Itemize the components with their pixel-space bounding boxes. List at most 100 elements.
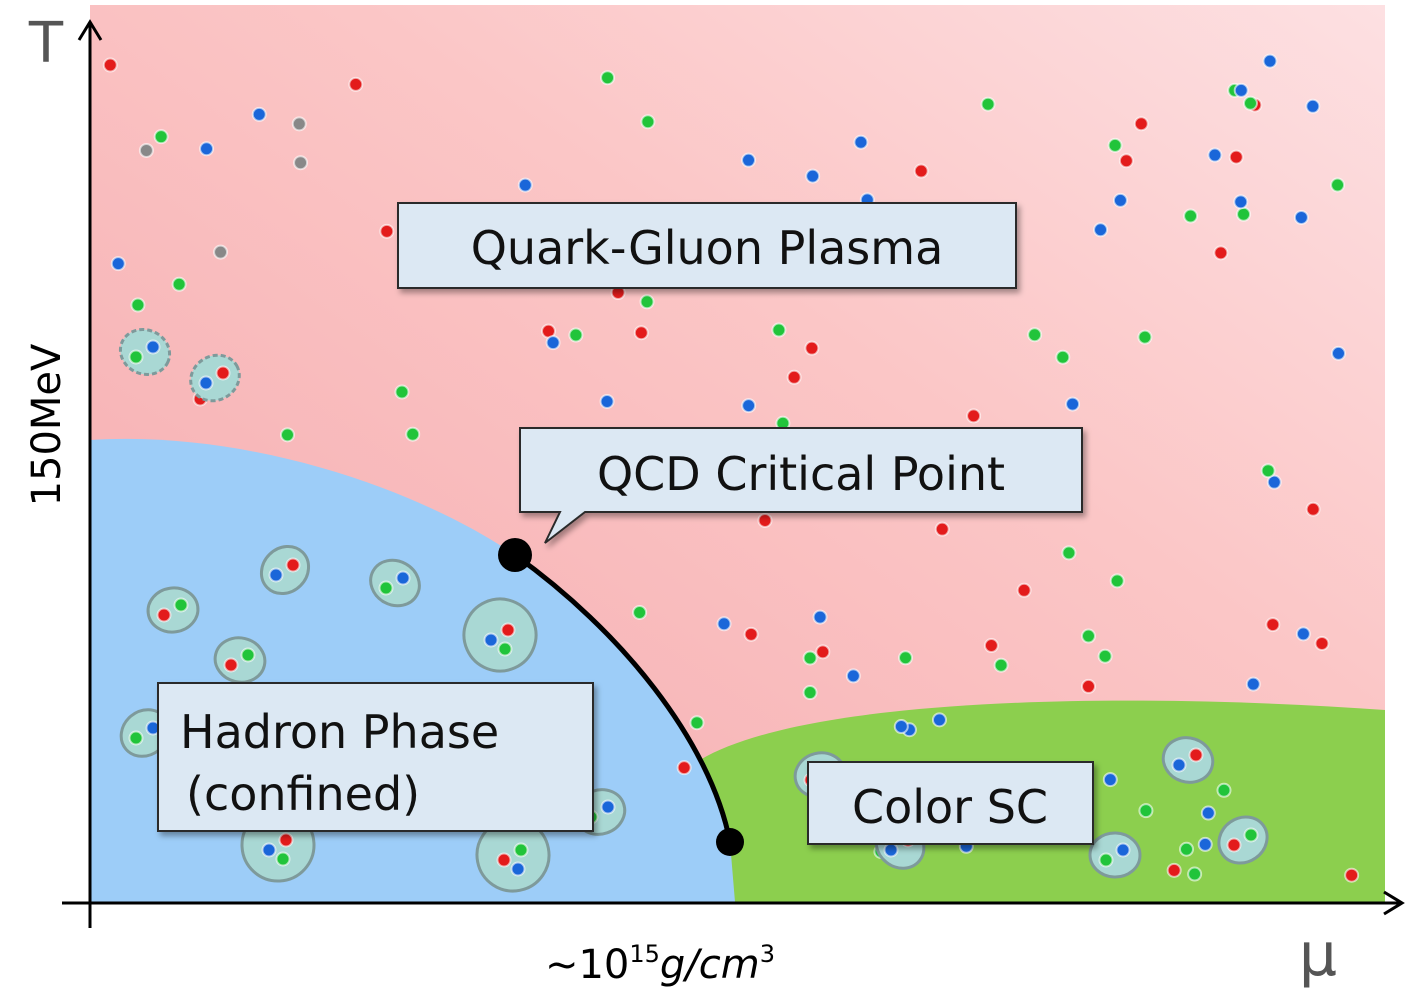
quark bbox=[600, 799, 616, 815]
quark bbox=[510, 861, 526, 877]
quark bbox=[1065, 396, 1081, 412]
quark bbox=[496, 852, 512, 868]
boundary-end bbox=[716, 828, 744, 856]
quark bbox=[966, 408, 982, 424]
quark bbox=[898, 650, 914, 666]
quark bbox=[171, 276, 187, 292]
quark bbox=[497, 641, 513, 657]
quark bbox=[1262, 53, 1278, 69]
hadron bbox=[1088, 831, 1142, 879]
quark bbox=[1093, 222, 1109, 238]
color-sc-box bbox=[807, 761, 1094, 845]
quark bbox=[394, 384, 410, 400]
quark bbox=[1183, 208, 1199, 224]
quark bbox=[1055, 349, 1071, 365]
quark bbox=[279, 427, 295, 443]
hadron-label: Hadron Phase bbox=[180, 705, 499, 759]
quark bbox=[1233, 194, 1249, 210]
quark bbox=[405, 426, 421, 442]
quark bbox=[1233, 82, 1249, 98]
quark bbox=[980, 96, 996, 112]
quark bbox=[1171, 757, 1187, 773]
hadron bbox=[462, 597, 538, 673]
quark bbox=[378, 580, 394, 596]
quark bbox=[261, 842, 277, 858]
quark bbox=[771, 322, 787, 338]
quark bbox=[1305, 98, 1321, 114]
x-axis-label: μ bbox=[1299, 920, 1337, 988]
quark bbox=[934, 521, 950, 537]
x-axis-tick: ~1015g/cm3 bbox=[545, 940, 775, 988]
quark bbox=[138, 142, 154, 158]
quark bbox=[689, 715, 705, 731]
plasma-label: Quark-Gluon Plasma bbox=[471, 221, 944, 275]
quark bbox=[1097, 648, 1113, 664]
quark bbox=[845, 668, 861, 684]
quark bbox=[1115, 842, 1131, 858]
quark bbox=[1330, 177, 1346, 193]
quark bbox=[275, 851, 291, 867]
quark bbox=[632, 604, 648, 620]
critical-point bbox=[498, 538, 532, 572]
quark bbox=[1243, 827, 1259, 843]
x-tick-unit: g/cm bbox=[660, 942, 760, 988]
quark bbox=[285, 557, 301, 573]
quark bbox=[1344, 867, 1360, 883]
quark bbox=[156, 607, 172, 623]
quark bbox=[102, 57, 118, 73]
quark bbox=[293, 155, 309, 171]
quark bbox=[278, 832, 294, 848]
quark bbox=[240, 647, 256, 663]
quark bbox=[1226, 837, 1242, 853]
quark bbox=[215, 365, 231, 381]
quark bbox=[893, 719, 909, 735]
quark bbox=[600, 70, 616, 86]
quark bbox=[1178, 841, 1194, 857]
quark bbox=[1260, 463, 1276, 479]
quark bbox=[130, 297, 146, 313]
quark bbox=[805, 168, 821, 184]
quark bbox=[545, 335, 561, 351]
quark bbox=[1133, 116, 1149, 132]
quark bbox=[513, 842, 529, 858]
quark bbox=[128, 730, 144, 746]
quark bbox=[812, 609, 828, 625]
quark bbox=[757, 512, 773, 528]
quark bbox=[110, 256, 126, 272]
quark bbox=[931, 712, 947, 728]
quark bbox=[483, 632, 499, 648]
x-axis-arrow bbox=[1383, 890, 1405, 916]
quark bbox=[173, 597, 189, 613]
quark bbox=[1187, 866, 1203, 882]
quark bbox=[213, 244, 229, 260]
quark bbox=[1016, 582, 1032, 598]
quark bbox=[993, 657, 1009, 673]
phase-boundary bbox=[513, 552, 733, 843]
quark bbox=[199, 141, 215, 157]
quark bbox=[853, 134, 869, 150]
quark bbox=[599, 393, 615, 409]
quark bbox=[500, 622, 516, 638]
quark bbox=[268, 567, 284, 583]
quark bbox=[1107, 137, 1123, 153]
quark bbox=[1305, 501, 1321, 517]
critical-point-label: QCD Critical Point bbox=[597, 447, 1005, 501]
quark bbox=[198, 375, 214, 391]
quark bbox=[883, 842, 899, 858]
quark bbox=[1266, 474, 1282, 490]
quark bbox=[1098, 852, 1114, 868]
quark bbox=[802, 685, 818, 701]
quark bbox=[517, 177, 533, 193]
quark bbox=[1197, 836, 1213, 852]
plasma-box bbox=[397, 202, 1017, 289]
quark bbox=[1293, 209, 1309, 225]
quark bbox=[1213, 245, 1229, 261]
quark bbox=[348, 76, 364, 92]
quark bbox=[1245, 676, 1261, 692]
quark bbox=[153, 129, 169, 145]
quark bbox=[1200, 805, 1216, 821]
quark bbox=[379, 223, 395, 239]
quark bbox=[1295, 626, 1311, 642]
quark bbox=[1207, 147, 1223, 163]
